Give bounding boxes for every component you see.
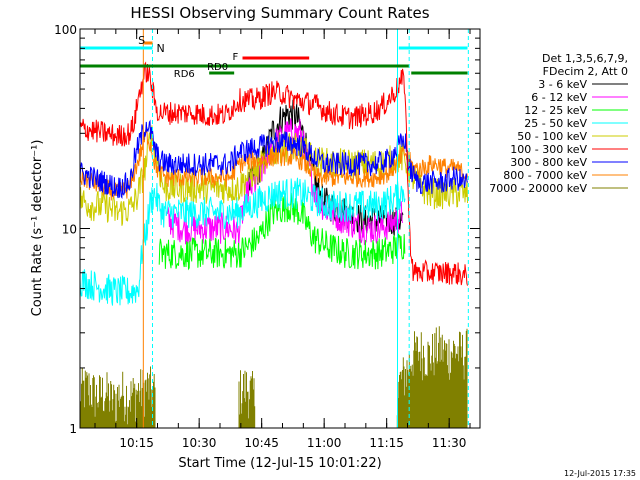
x-tick-label: 11:15 — [369, 436, 404, 450]
legend-label: 3 - 6 keV — [538, 78, 587, 91]
series-line — [79, 119, 468, 199]
legend-label: 25 - 50 keV — [524, 117, 587, 130]
x-tick-label: 10:45 — [244, 436, 279, 450]
legend-header: Det 1,3,5,6,7,9, — [542, 52, 628, 65]
x-tick-label: 11:00 — [307, 436, 342, 450]
chart-title: HESSI Observing Summary Count Rates — [130, 4, 429, 22]
x-axis-label: Start Time (12-Jul-15 10:01:22) — [178, 456, 381, 471]
x-tick-label: 10:30 — [182, 436, 217, 450]
legend-label: 100 - 300 keV — [510, 143, 587, 156]
y-tick-label: 100 — [54, 23, 77, 37]
saa-label: S — [138, 34, 145, 47]
series-line — [246, 99, 404, 237]
legend-label: 6 - 12 keV — [531, 91, 587, 104]
y-tick-label: 1 — [69, 422, 77, 436]
legend-label: 800 - 7000 keV — [503, 169, 587, 182]
rd6-label: RD6 — [174, 69, 195, 80]
series-line — [167, 118, 403, 247]
footer-date: 12-Jul-2015 17:35 — [564, 469, 636, 478]
rd0-label: RD0 — [207, 62, 228, 73]
series-line — [158, 192, 406, 271]
legend-label: 50 - 100 keV — [517, 130, 587, 143]
x-tick-label: 10:15 — [119, 436, 154, 450]
night-label: N — [157, 42, 165, 55]
legend-label: 7000 - 20000 keV — [489, 182, 587, 195]
series-line — [79, 177, 406, 306]
legend: Det 1,3,5,6,7,9,FDecim 2, Att 03 - 6 keV… — [489, 52, 628, 195]
x-tick-label: 11:30 — [432, 436, 467, 450]
annotations: NS RD0 RD6 F — [79, 29, 469, 428]
flare-label: F — [233, 52, 239, 63]
legend-header: FDecim 2, Att 0 — [543, 65, 628, 78]
axes: 1 10 100 10:15 10:30 10:45 11:00 11:15 11:30 — [54, 23, 480, 450]
y-axis-label: Count Rate (s⁻¹ detector⁻¹) — [30, 140, 45, 317]
legend-label: 300 - 800 keV — [510, 156, 587, 169]
legend-label: 12 - 25 keV — [524, 104, 587, 117]
y-tick-label: 10 — [62, 223, 77, 237]
